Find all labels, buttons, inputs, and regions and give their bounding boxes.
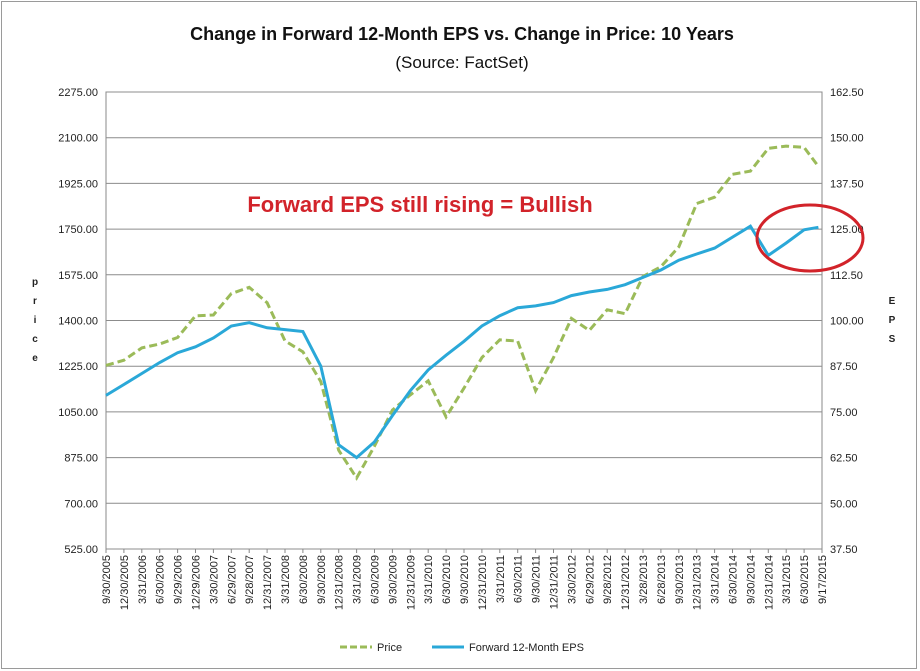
left-tick-label: 1925.00 [58,178,98,190]
legend: Price Forward 12-Month EPS [340,642,584,654]
x-tick-label: 12/31/2011 [549,555,561,609]
x-tick-label: 12/31/2008 [334,555,346,610]
annotation-text: Forward EPS still rising = Bullish [247,192,592,217]
chart-subtitle: (Source: FactSet) [395,53,528,72]
right-tick-label: 37.50 [830,544,858,556]
left-axis-letter: c [32,334,38,345]
x-tick-label: 9/30/2010 [459,555,471,604]
x-tick-label: 6/30/2010 [441,555,453,604]
x-tick-label: 9/17/2015 [817,555,829,604]
right-axis-letter: P [889,315,896,326]
right-tick-label: 137.50 [830,178,864,190]
x-tick-label: 3/31/2009 [352,555,364,604]
x-tick-label: 3/30/2007 [208,555,220,604]
right-axis-letter: S [889,334,896,345]
x-tick-label: 6/30/2009 [370,555,382,604]
x-tick-label: 9/28/2012 [602,555,614,604]
x-tick-label: 6/30/2015 [799,555,811,604]
x-tick-label: 3/31/2010 [423,555,435,604]
x-tick-label: 6/29/2012 [584,555,596,604]
legend-eps-label: Forward 12-Month EPS [469,642,584,654]
right-tick-label: 150.00 [830,133,864,145]
series-price-line [105,144,820,481]
x-tick-label: 3/28/2013 [638,555,650,604]
right-tick-label: 100.00 [830,316,864,328]
left-tick-label: 525.00 [64,544,98,556]
left-tick-label: 1400.00 [58,316,98,328]
series-eps-line [105,224,819,460]
x-tick-label: 12/31/2014 [763,555,775,610]
x-tick-label: 9/30/2013 [674,555,686,604]
x-tick-label: 3/31/2008 [280,555,292,604]
x-tick-label: 9/30/2011 [531,555,543,603]
x-tick-label: 6/30/2008 [298,555,310,604]
gridlines [105,91,823,550]
left-tick-label: 1050.00 [58,407,98,419]
x-tick-label: 3/31/2011 [495,555,507,603]
legend-price-label: Price [377,642,402,654]
x-tick-label: 9/29/2006 [173,555,185,604]
left-tick-label: 875.00 [64,453,98,465]
right-tick-label: 112.50 [830,270,863,282]
x-tick-label: 12/30/2005 [119,555,131,610]
x-tick-label: 12/31/2009 [405,555,417,610]
x-tick-label: 3/31/2006 [137,555,149,604]
x-tick-label: 12/31/2007 [262,555,274,610]
x-tick-label: 12/29/2006 [191,555,203,610]
left-tick-label: 2275.00 [58,87,98,99]
x-tick-label: 6/30/2014 [728,555,740,604]
right-tick-label: 125.00 [830,224,864,236]
chart-title: Change in Forward 12-Month EPS vs. Chang… [190,24,734,44]
right-axis-ticks: 162.50 150.00 137.50 125.00 112.50 100.00 87.5… [830,87,864,556]
left-axis-ticks: 2275.00 2100.00 1925.00 1750.00 1575.00 1400.… [58,87,98,556]
left-tick-label: 2100.00 [58,133,98,145]
left-axis-letter: r [33,296,37,307]
x-tick-label: 9/30/2005 [101,555,113,604]
x-tick-label: 12/31/2012 [620,555,632,610]
left-axis-letter: e [32,353,38,364]
right-tick-label: 75.00 [830,407,858,419]
right-tick-label: 87.50 [830,361,858,373]
x-tick-label: 9/30/2014 [745,555,757,604]
right-tick-label: 62.50 [830,453,858,465]
x-tick-label: 3/31/2014 [710,555,722,604]
right-axis-letter: E [889,296,896,307]
x-tick-label: 3/31/2015 [781,555,793,604]
x-axis-ticks: 9/30/2005 12/30/2005 3/31/2006 6/30/2006 9/2… [101,549,829,610]
x-tick-label: 9/30/2008 [316,555,328,604]
right-axis-label: EPS [889,296,896,345]
x-tick-label: 6/30/2006 [155,555,167,604]
left-tick-label: 1750.00 [58,224,98,236]
x-tick-label: 6/28/2013 [656,555,668,604]
left-tick-label: 700.00 [64,498,98,510]
x-tick-label: 3/30/2012 [566,555,578,604]
x-tick-label: 9/28/2007 [244,555,256,604]
right-tick-label: 162.50 [830,87,864,99]
x-tick-label: 6/29/2007 [226,555,238,604]
x-tick-label: 12/31/2010 [477,555,489,610]
left-axis-letter: p [32,277,38,288]
x-tick-label: 6/30/2011 [513,555,525,603]
left-tick-label: 1575.00 [58,270,98,282]
right-tick-label: 50.00 [830,498,858,510]
highlight-circle [755,203,865,273]
left-axis-letter: i [34,315,37,326]
x-tick-label: 12/31/2013 [692,555,704,610]
left-tick-label: 1225.00 [58,361,98,373]
x-tick-label: 9/30/2009 [387,555,399,604]
